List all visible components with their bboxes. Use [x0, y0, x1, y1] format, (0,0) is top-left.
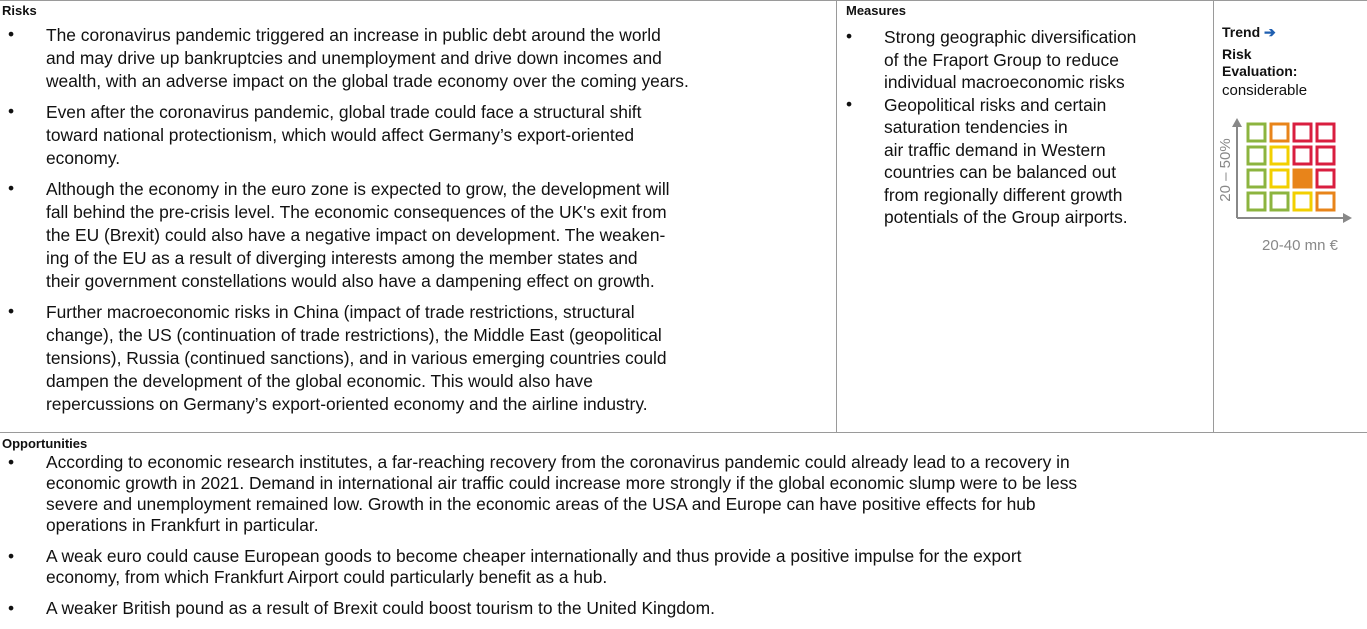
text-line: The coronavirus pandemic triggered an in…: [46, 25, 661, 45]
text-line: of the Fraport Group to reduce: [884, 49, 1119, 70]
text-line: fall behind the pre-crisis level. The ec…: [46, 202, 667, 222]
trend-arrow: ➔: [1264, 24, 1276, 40]
text-line: countries can be balanced out: [884, 162, 1117, 182]
bullet-item: The coronavirus pandemic triggered an in…: [2, 24, 689, 93]
text-line: potentials of the Group airports.: [884, 207, 1128, 227]
text-line: from regionally different growth: [884, 184, 1123, 205]
bullet-item: Further macroeconomic risks in China (im…: [2, 301, 689, 416]
cell-selected: [1292, 168, 1313, 189]
measures-heading: Measures: [846, 3, 906, 18]
cell: [1292, 191, 1313, 212]
text-line: toward national protectionism, which wou…: [46, 125, 635, 145]
evaluation-value: considerable: [1222, 82, 1308, 99]
text-line: Although the economy in the euro zone is…: [46, 179, 670, 199]
y-arrow: [1232, 118, 1242, 127]
risks-heading: Risks: [2, 3, 37, 18]
text-line: Strong geographic diversification: [884, 27, 1137, 47]
text-line: air traffic demand in Western: [884, 139, 1106, 160]
cell: [1292, 145, 1313, 166]
bullet-item: According to economic research institute…: [2, 452, 1077, 536]
column-rule: [836, 0, 837, 432]
text-line: economy, from which Frankfurt Airport co…: [46, 567, 608, 587]
cell: [1246, 191, 1267, 212]
cell: [1315, 145, 1336, 166]
text-line: ing of the EU as a result of diverging i…: [46, 248, 638, 268]
text-line: A weak euro could cause European goods t…: [46, 546, 1022, 566]
text-line: wealth, with an adverse impact on the gl…: [46, 71, 689, 91]
text-line: dampen the development of the global eco…: [46, 371, 593, 391]
text-line: and may drive up bankruptcies and unempl…: [46, 48, 662, 68]
text-line: change), the US (continuation of trade r…: [46, 325, 662, 345]
text-line: economic growth in 2021. Demand in inter…: [46, 473, 1078, 493]
matrix-cells: [1246, 122, 1336, 212]
bullet-item: Although the economy in the euro zone is…: [2, 178, 689, 293]
text-line: individual macroeconomic risks: [884, 72, 1125, 92]
cell: [1269, 168, 1290, 189]
opportunities-heading: Opportunities: [2, 436, 88, 451]
risks-list: The coronavirus pandemic triggered an in…: [2, 24, 689, 424]
text-line: According to economic research institute…: [46, 452, 1070, 472]
risk-matrix: 20 – 50% 20-40 mn €: [1217, 118, 1352, 254]
text-line: their government constellations would al…: [46, 271, 655, 291]
evaluation-label: Risk Evaluation:: [1222, 46, 1298, 79]
text-line: tensions), Russia (continued sanctions),…: [46, 348, 667, 368]
text-line: economy.: [46, 148, 121, 168]
cell: [1269, 145, 1290, 166]
text-line: repercussions on Germany’s export-orient…: [46, 394, 648, 414]
bullet-item: A weaker British pound as a result of Br…: [2, 598, 1077, 619]
cell: [1292, 122, 1313, 143]
section-rule: [0, 432, 1367, 433]
trend-label: Trend: [1222, 24, 1261, 40]
text-line: severe and unemployment remained low. Gr…: [46, 494, 1036, 514]
opportunities-list: According to economic research institute…: [2, 452, 1077, 629]
cell: [1269, 191, 1290, 212]
cell: [1315, 122, 1336, 143]
text-line: the EU (Brexit) could also have a negati…: [46, 225, 666, 245]
text-line: A weaker British pound as a result of Br…: [46, 598, 715, 618]
bullet-item: Geopolitical risks and certainsaturation…: [840, 94, 1136, 229]
cell: [1246, 122, 1267, 143]
top-rule: [0, 0, 1367, 1]
x-arrow: [1343, 213, 1352, 223]
text-line: Further macroeconomic risks in China (im…: [46, 302, 635, 322]
cell: [1246, 168, 1267, 189]
cell: [1315, 191, 1336, 212]
cell: [1315, 168, 1336, 189]
text-line: Geopolitical risks and certain: [884, 94, 1107, 115]
bullet-item: Even after the coronavirus pandemic, glo…: [2, 101, 689, 170]
bullet-item: A weak euro could cause European goods t…: [2, 546, 1077, 588]
x-axis-label: 20-40 mn €: [1262, 237, 1339, 254]
text-line: saturation tendencies in: [884, 117, 1068, 137]
y-axis-label: 20 – 50%: [1217, 138, 1234, 201]
text-line: operations in Frankfurt in particular.: [46, 515, 319, 535]
trend-heading: Trend ➔: [1222, 24, 1276, 41]
cell: [1246, 145, 1267, 166]
cell: [1269, 122, 1290, 143]
column-rule: [1213, 0, 1214, 432]
text-line: Even after the coronavirus pandemic, glo…: [46, 102, 642, 122]
